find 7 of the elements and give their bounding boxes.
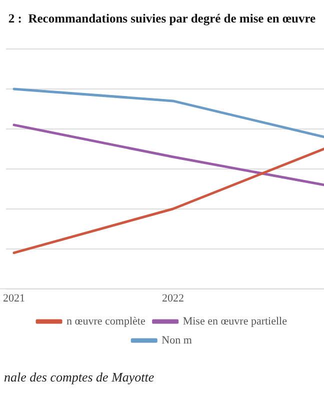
legend-label: Mise en œuvre partielle xyxy=(182,315,288,328)
x-tick-label: 2021 xyxy=(3,292,25,304)
legend-label: Non m xyxy=(162,334,192,346)
text: nale des comptes de Mayotte xyxy=(4,369,154,384)
chart-title: 2 : Recommandations suivies par degré de mise en œuvre xyxy=(8,12,316,26)
x-tick-label: 2022 xyxy=(162,292,184,304)
legend-label: n œuvre complète xyxy=(66,315,146,328)
